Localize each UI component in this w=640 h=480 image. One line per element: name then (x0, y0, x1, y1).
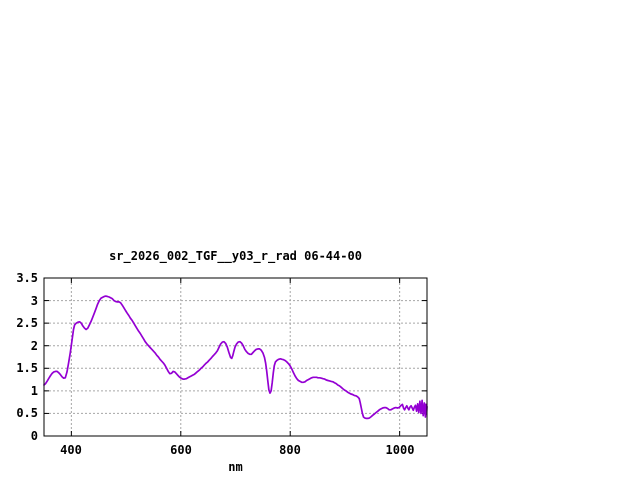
chart-title: sr_2026_002_TGF__y03_r_rad 06-44-00 (109, 249, 362, 263)
y-tick-label: 2 (30, 339, 38, 353)
y-tick-label: 1 (30, 384, 38, 398)
y-tick-label: 0 (30, 429, 38, 443)
x-tick-label: 800 (279, 443, 301, 457)
x-tick-label: 400 (60, 443, 82, 457)
y-tick-label: 3.5 (16, 271, 38, 285)
y-tick-label: 2.5 (16, 316, 38, 330)
y-tick-label: 3 (30, 294, 38, 308)
y-tick-label: 1.5 (16, 361, 38, 375)
x-tick-label: 600 (170, 443, 192, 457)
x-axis-label: nm (228, 460, 243, 474)
y-tick-label: 0.5 (16, 406, 38, 420)
x-tick-label: 1000 (385, 443, 415, 457)
data-line (43, 295, 428, 420)
plot-frame (43, 277, 428, 437)
